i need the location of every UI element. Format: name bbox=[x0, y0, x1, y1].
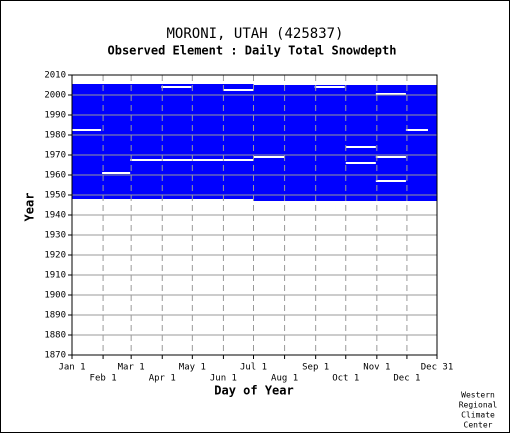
x-axis-label: Day of Year bbox=[214, 384, 293, 398]
x-tick-label: Feb 1 bbox=[90, 374, 117, 384]
x-tick-label: Mar 1 bbox=[118, 363, 145, 373]
missing-gap bbox=[72, 129, 102, 131]
x-tick-label: Apr 1 bbox=[149, 374, 176, 384]
x-tick-label: Dec 31 bbox=[421, 363, 454, 373]
chart-title: MORONI, UTAH (425837) bbox=[166, 26, 343, 42]
x-tick-label: Oct 1 bbox=[332, 374, 359, 384]
y-tick-label: 1900 bbox=[44, 291, 66, 301]
y-tick-label: 1950 bbox=[44, 191, 66, 201]
y-tick-label: 1940 bbox=[44, 211, 66, 221]
missing-gap bbox=[345, 162, 376, 164]
missing-gap bbox=[375, 93, 406, 95]
y-tick-label: 1890 bbox=[44, 311, 66, 321]
x-tick-label: Jul 1 bbox=[240, 363, 267, 373]
y-tick-label: 1920 bbox=[44, 251, 66, 261]
x-tick-label: Nov 1 bbox=[363, 363, 390, 373]
missing-gap bbox=[253, 156, 285, 158]
missing-gap bbox=[223, 89, 254, 91]
credit: Western bbox=[461, 391, 495, 400]
missing-gap bbox=[345, 146, 376, 148]
x-tick-label: May 1 bbox=[179, 363, 206, 373]
y-tick-label: 1980 bbox=[44, 131, 66, 141]
missing-gap bbox=[405, 129, 428, 131]
y-axis-label: Year bbox=[23, 193, 37, 222]
credit: Center bbox=[464, 421, 493, 430]
x-tick-label: Dec 1 bbox=[393, 374, 420, 384]
x-tick-label: Jan 1 bbox=[58, 363, 85, 373]
y-tick-label: 1970 bbox=[44, 151, 66, 161]
credit: Regional bbox=[459, 401, 498, 410]
credit: Climate bbox=[461, 411, 495, 420]
missing-gap bbox=[375, 180, 406, 182]
chart-subtitle: Observed Element : Daily Total Snowdepth bbox=[108, 44, 397, 58]
y-tick-label: 1960 bbox=[44, 171, 66, 181]
coverage-block bbox=[72, 84, 254, 199]
missing-gap bbox=[314, 86, 345, 88]
x-tick-label: Jun 1 bbox=[210, 374, 237, 384]
plot-border bbox=[71, 74, 438, 356]
x-tick-label: Aug 1 bbox=[271, 374, 298, 384]
missing-gap bbox=[102, 172, 131, 174]
coverage-block bbox=[253, 84, 437, 201]
missing-gap bbox=[161, 86, 192, 88]
y-tick-label: 1910 bbox=[44, 271, 66, 281]
y-tick-label: 1880 bbox=[44, 331, 66, 341]
x-tick-label: Sep 1 bbox=[302, 363, 329, 373]
y-tick-label: 2000 bbox=[44, 91, 66, 101]
y-tick-label: 2010 bbox=[44, 71, 66, 81]
missing-gap bbox=[253, 83, 437, 85]
missing-gap bbox=[375, 156, 406, 158]
y-tick-label: 1990 bbox=[44, 111, 66, 121]
missing-gap bbox=[130, 159, 254, 161]
y-tick-label: 1870 bbox=[44, 351, 66, 361]
y-tick-label: 1930 bbox=[44, 231, 66, 241]
